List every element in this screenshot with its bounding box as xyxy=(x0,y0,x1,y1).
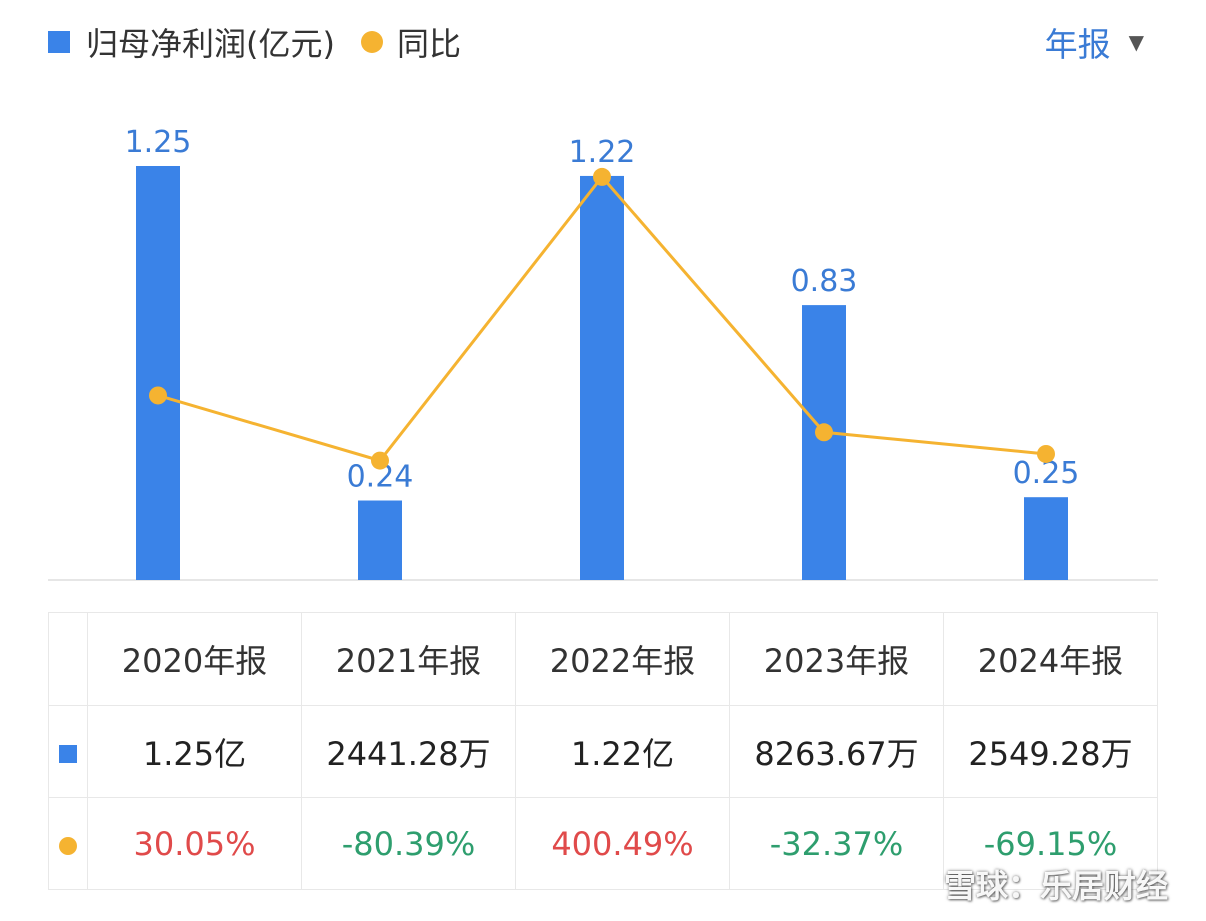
bar-value-label: 1.25 xyxy=(125,125,192,160)
profit-row-marker-cell xyxy=(48,705,88,798)
profit-chart: 1.250.241.220.830.25 xyxy=(48,125,1158,581)
bar-value-labels: 1.250.241.220.830.25 xyxy=(125,125,1080,495)
yoy-value-cell: -69.15% xyxy=(943,797,1158,890)
bar-value-label: 0.83 xyxy=(791,264,858,299)
bar xyxy=(802,305,846,580)
yoy-point xyxy=(593,167,611,186)
table-corner-cell xyxy=(48,612,88,706)
table-header-cell: 2024年报 xyxy=(943,612,1158,706)
table-header-cell: 2020年报 xyxy=(87,612,302,706)
yoy-value-cell: 30.05% xyxy=(87,797,302,890)
chart-legend: 归母净利润(亿元) 同比 xyxy=(48,20,461,64)
bar-series xyxy=(136,166,1068,580)
line-series-marker-icon xyxy=(59,836,77,855)
profit-value-cell: 1.22亿 xyxy=(515,705,730,798)
legend-profit-label: 归母净利润(亿元) xyxy=(86,25,335,63)
profit-value-cell: 2441.28万 xyxy=(301,705,516,798)
table-row: 30.05% -80.39% 400.49% -32.37% -69.15% xyxy=(48,797,1158,890)
table-row: 1.25亿 2441.28万 1.22亿 8263.67万 2549.28万 xyxy=(48,705,1158,798)
bar xyxy=(358,500,402,580)
period-selector-dropdown[interactable]: 年报 ▼ xyxy=(1045,20,1144,64)
yoy-row-marker-cell xyxy=(48,797,88,890)
table-header-row: 2020年报 2021年报 2022年报 2023年报 2024年报 xyxy=(48,612,1158,706)
profit-value-cell: 2549.28万 xyxy=(943,705,1158,798)
yoy-value-cell: -32.37% xyxy=(729,797,944,890)
yoy-value-cell: 400.49% xyxy=(515,797,730,890)
watermark-text: 雪球：乐居财经 xyxy=(943,867,1168,905)
table-header-cell: 2022年报 xyxy=(515,612,730,706)
bar xyxy=(136,166,180,580)
yoy-point xyxy=(371,451,389,470)
bar-series-marker-icon xyxy=(59,744,77,763)
yoy-point xyxy=(1037,444,1055,463)
table-header-cell: 2023年报 xyxy=(729,612,944,706)
line-series-marker-icon xyxy=(360,31,383,53)
profit-value-cell: 1.25亿 xyxy=(87,705,302,798)
data-table: 2020年报 2021年报 2022年报 2023年报 2024年报 1.25亿… xyxy=(48,612,1158,890)
legend-yoy-label: 同比 xyxy=(396,25,461,63)
period-selector-label: 年报 xyxy=(1044,25,1111,64)
bar xyxy=(580,175,624,580)
bar-series-marker-icon xyxy=(48,31,70,53)
chevron-down-icon: ▼ xyxy=(1128,30,1144,54)
profit-value-cell: 8263.67万 xyxy=(729,705,944,798)
bar-value-label: 1.22 xyxy=(569,135,636,170)
bar xyxy=(1024,497,1068,580)
table-header-cell: 2021年报 xyxy=(301,612,516,706)
yoy-value-cell: -80.39% xyxy=(301,797,516,890)
yoy-point xyxy=(815,423,833,442)
yoy-point xyxy=(149,386,167,405)
yoy-points xyxy=(149,167,1055,470)
